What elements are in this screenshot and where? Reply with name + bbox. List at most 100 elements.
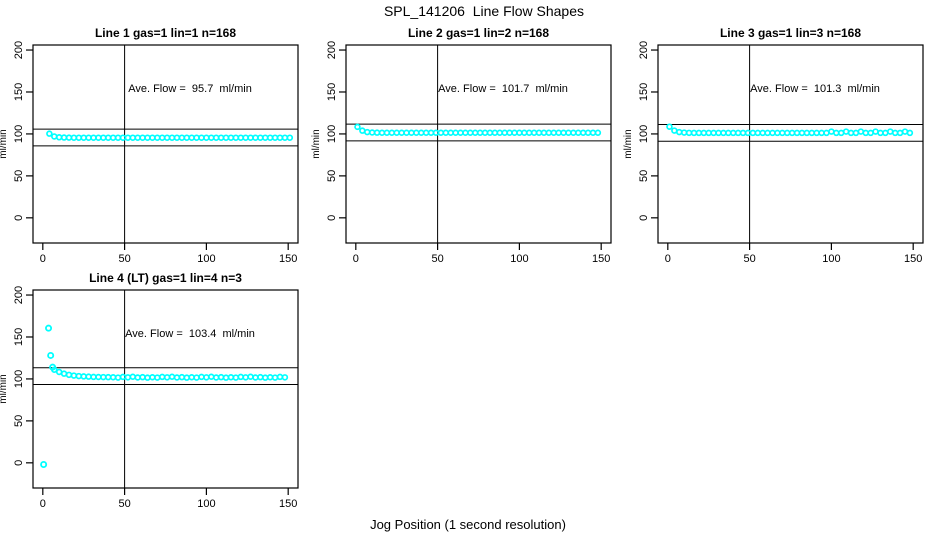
y-tick-label: 150	[638, 83, 650, 101]
data-point	[594, 129, 602, 137]
data-point	[154, 374, 161, 381]
data-point	[364, 128, 371, 136]
x-tick-label: 0	[40, 253, 46, 265]
x-tick-label: 50	[118, 253, 130, 265]
y-tick-label: 150	[13, 328, 25, 346]
data-point	[281, 374, 289, 381]
y-tick-label: 100	[13, 125, 25, 143]
x-tick-label: 100	[197, 253, 215, 265]
x-tick-label: 150	[279, 498, 297, 510]
data-point	[114, 374, 122, 381]
data-point	[208, 373, 215, 381]
y-tick-label: 50	[13, 170, 25, 182]
y-axis-label: ml/min	[623, 129, 634, 158]
data-point	[193, 374, 200, 381]
plot-box	[32, 44, 299, 244]
data-point	[276, 373, 284, 381]
x-tick-label: 100	[510, 253, 528, 265]
data-point	[666, 123, 673, 130]
y-tick-label: 200	[638, 41, 650, 59]
data-point	[222, 374, 230, 381]
panel-title: Line 1 gas=1 lin=1 n=168	[95, 26, 236, 40]
ave-flow-annotation: Ave. Flow = 101.7 ml/min	[438, 83, 568, 95]
plot-box	[345, 44, 612, 244]
data-point	[60, 370, 68, 377]
outlier-point	[45, 324, 53, 332]
outlier-point	[47, 351, 55, 359]
data-point	[158, 373, 166, 381]
figure-title: SPL_141206 Line Flow Shapes	[383, 3, 585, 19]
y-tick-label: 50	[326, 170, 338, 182]
data-point	[129, 373, 137, 381]
data-point	[247, 373, 254, 381]
plot-box	[657, 44, 924, 244]
y-tick-label: 0	[326, 215, 338, 221]
panel-title: Line 2 gas=1 lin=2 n=168	[408, 26, 549, 40]
outlier-point	[40, 461, 48, 469]
x-tick-label: 100	[822, 253, 840, 265]
data-point	[168, 373, 176, 381]
panel-line-2: 0 50 100 150 0 50 100 150 200 ml/min Line 2 gas=1 …	[311, 26, 612, 265]
y-tick-label: 200	[326, 41, 338, 59]
y-tick-label: 150	[326, 83, 338, 101]
data-point	[242, 374, 249, 381]
y-tick-label: 100	[326, 125, 338, 143]
y-tick-label: 50	[638, 170, 650, 182]
x-axis-label: Jog Position (1 second resolution)	[370, 517, 566, 532]
data-point	[286, 134, 294, 141]
y-axis-label: ml/min	[0, 129, 9, 158]
ave-flow-annotation: Ave. Flow = 95.7 ml/min	[128, 83, 252, 95]
panel-line-3: 0 50 100 150 0 50 100 150 200 ml/min Line 3 gas=1 …	[623, 26, 924, 265]
panel-line-4: 0 50 100 150 0 50 100 150 200 ml/min Line 4 (LT) g…	[0, 271, 299, 510]
y-tick-label: 100	[638, 125, 650, 143]
data-point	[144, 374, 151, 381]
data-point	[262, 374, 269, 381]
data-point	[906, 129, 914, 137]
x-tick-label: 100	[197, 498, 215, 510]
x-tick-label: 150	[279, 253, 297, 265]
y-tick-label: 100	[13, 370, 25, 388]
data-point	[70, 372, 78, 379]
x-tick-label: 0	[40, 498, 46, 510]
x-tick-label: 50	[431, 253, 443, 265]
y-tick-label: 200	[13, 41, 25, 59]
data-point	[139, 373, 146, 381]
data-point	[183, 374, 191, 381]
y-tick-label: 50	[13, 415, 25, 427]
data-point	[354, 123, 361, 131]
data-point	[217, 373, 225, 381]
x-tick-label: 150	[904, 253, 922, 265]
x-tick-label: 50	[118, 498, 130, 510]
y-tick-label: 150	[13, 83, 25, 101]
x-tick-label: 0	[353, 253, 359, 265]
ave-flow-annotation: Ave. Flow = 103.4 ml/min	[125, 328, 255, 340]
data-point	[198, 373, 205, 381]
data-point	[46, 130, 53, 137]
data-point	[237, 373, 244, 381]
data-point	[51, 133, 58, 140]
x-tick-label: 50	[743, 253, 755, 265]
y-tick-label: 0	[13, 460, 25, 466]
y-tick-label: 200	[13, 286, 25, 304]
plot-box	[32, 289, 299, 489]
y-axis-label: ml/min	[0, 374, 9, 403]
data-point	[203, 374, 210, 381]
x-tick-label: 0	[665, 253, 671, 265]
y-axis-label: ml/min	[311, 129, 322, 158]
y-tick-label: 0	[638, 215, 650, 221]
data-point	[178, 373, 186, 381]
data-point	[163, 374, 171, 381]
ave-flow-annotation: Ave. Flow = 101.3 ml/min	[750, 83, 880, 95]
data-point	[271, 374, 279, 381]
panel-title: Line 3 gas=1 lin=3 n=168	[720, 26, 861, 40]
data-point	[65, 371, 73, 379]
panel-line-1: 0 50 100 150 0 50 100 150 200 ml/min Line 1 gas=1 …	[0, 26, 299, 265]
x-tick-label: 150	[592, 253, 610, 265]
data-point	[124, 374, 132, 381]
data-point	[676, 128, 683, 136]
data-point	[232, 374, 240, 381]
data-point	[119, 373, 127, 381]
y-tick-label: 0	[13, 215, 25, 221]
